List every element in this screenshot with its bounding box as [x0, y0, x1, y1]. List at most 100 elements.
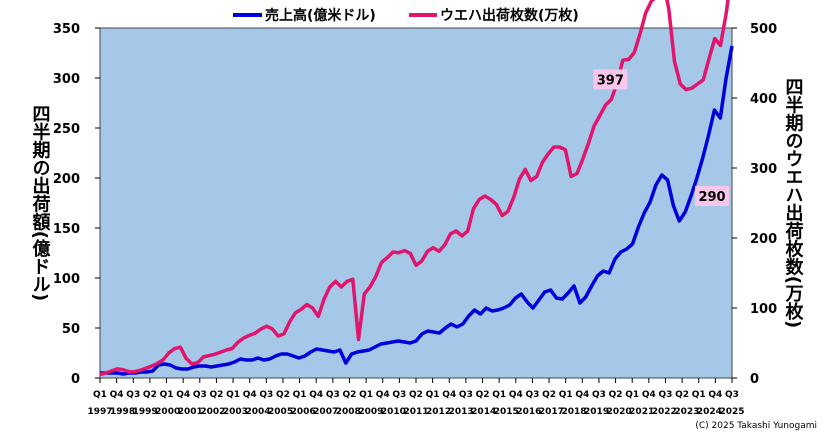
left-tick-label: 0: [71, 372, 80, 387]
quarter-tick-label: Q3: [193, 390, 207, 400]
year-tick-label: 2014: [471, 407, 496, 417]
year-tick-label: 2008: [336, 407, 361, 417]
left-tick-label: 50: [62, 322, 80, 337]
quarter-tick-label: Q1: [559, 390, 573, 400]
right-axis-ticks: 0 100 200 300 400 500: [732, 22, 777, 387]
right-tick-label: 100: [750, 302, 777, 317]
year-tick-label: 2011: [403, 407, 428, 417]
quarter-tick-label: Q1: [93, 390, 107, 400]
year-tick-label: 2019: [584, 407, 609, 417]
quarter-tick-label: Q2: [609, 390, 623, 400]
left-tick-label: 150: [53, 222, 80, 237]
left-axis-ticks: 0 50 100 150 200 250 300 350: [53, 22, 100, 387]
quarter-tick-label: Q3: [259, 390, 273, 400]
annotations: 397409290: [593, 69, 730, 206]
right-tick-label: 0: [750, 372, 759, 387]
year-tick-label: 2009: [358, 407, 383, 417]
legend-label-revenue: 売上高(億米ドル): [265, 7, 376, 24]
year-tick-label: 2025: [719, 407, 744, 417]
year-tick-label: 2010: [381, 407, 406, 417]
quarter-tick-label: Q2: [542, 390, 556, 400]
quarter-tick-label: Q4: [110, 390, 124, 400]
quarter-tick-label: Q4: [176, 390, 190, 400]
year-tick-label: 2005: [268, 407, 293, 417]
quarter-tick-label: Q3: [326, 390, 340, 400]
x-axis-ticks: Q1 Q4 Q3 Q2 Q1 Q4 Q3 Q2 Q1 Q4 Q3 Q2 Q1 Q4 Q3 Q2 Q1 Q4 Q3 Q2…: [87, 378, 745, 417]
year-tick-label: 2015: [494, 407, 519, 417]
year-tick-label: 2006: [291, 407, 316, 417]
left-tick-label: 100: [53, 272, 80, 287]
quarter-tick-label: Q3: [459, 390, 473, 400]
quarter-tick-label: Q2: [675, 390, 689, 400]
right-tick-label: 300: [750, 162, 777, 177]
quarter-tick-label: Q1: [359, 390, 373, 400]
quarter-tick-label: Q3: [525, 390, 539, 400]
year-tick-label: 2021: [629, 407, 654, 417]
quarter-tick-label: Q1: [293, 390, 307, 400]
data-label: 397: [597, 73, 624, 88]
data-label-box: [593, 69, 628, 90]
left-axis-title: 四半期の出荷額(億ドル): [30, 105, 52, 301]
year-tick-label: 2020: [607, 407, 632, 417]
right-tick-label: 200: [750, 232, 777, 247]
quarter-tick-label: Q4: [309, 390, 323, 400]
quarter-tick-label: Q3: [592, 390, 606, 400]
year-tick-label: 2024: [697, 407, 722, 417]
right-axis-title: 四半期のウエハ出荷枚数(万枚): [783, 78, 805, 328]
year-tick-label: 1997: [87, 407, 112, 417]
quarter-tick-label: Q4: [243, 390, 257, 400]
series-layer: [99, 0, 734, 377]
legend-label-wafer: ウエハ出荷枚数(万枚): [440, 7, 579, 24]
year-tick-label: 2004: [245, 407, 270, 417]
left-tick-label: 300: [53, 72, 80, 87]
quarter-tick-label: Q2: [476, 390, 490, 400]
year-tick-label: 2001: [178, 407, 203, 417]
quarter-tick-label: Q1: [160, 390, 174, 400]
quarter-tick-label: Q3: [392, 390, 406, 400]
data-label-box: [695, 186, 730, 206]
year-tick-label: 2003: [223, 407, 248, 417]
quarter-tick-label: Q2: [209, 390, 223, 400]
quarter-tick-label: Q1: [625, 390, 639, 400]
quarter-tick-label: Q1: [426, 390, 440, 400]
quarter-tick-label: Q2: [276, 390, 290, 400]
quarter-tick-label: Q4: [642, 390, 656, 400]
year-tick-label: 2002: [200, 407, 225, 417]
year-tick-label: 2018: [561, 407, 586, 417]
quarter-tick-label: Q4: [442, 390, 456, 400]
left-tick-label: 200: [53, 172, 80, 187]
quarter-tick-label: Q2: [143, 390, 157, 400]
year-tick-label: 2013: [449, 407, 474, 417]
plot-background: [99, 27, 733, 379]
year-tick-label: 2023: [674, 407, 699, 417]
series-line-0: [100, 45, 734, 376]
quarter-tick-label: Q4: [708, 390, 722, 400]
left-tick-label: 250: [53, 122, 80, 137]
quarter-tick-label: Q4: [575, 390, 589, 400]
quarter-tick-label: Q1: [226, 390, 240, 400]
quarter-tick-label: Q3: [725, 390, 739, 400]
series-line-1: [99, 0, 730, 377]
quarter-tick-label: Q4: [509, 390, 523, 400]
right-tick-label: 400: [750, 92, 777, 107]
year-tick-label: 1999: [133, 407, 158, 417]
quarter-tick-label: Q2: [409, 390, 423, 400]
year-tick-label: 2007: [313, 407, 338, 417]
credit-text: (C) 2025 Takashi Yunogami: [695, 421, 817, 431]
year-tick-label: 2022: [652, 407, 677, 417]
quarter-tick-label: Q3: [659, 390, 673, 400]
year-tick-label: 2000: [155, 407, 180, 417]
quarter-tick-label: Q1: [492, 390, 506, 400]
left-tick-label: 350: [53, 22, 80, 37]
data-label: 290: [698, 190, 725, 205]
quarter-tick-label: Q1: [692, 390, 706, 400]
right-tick-label: 500: [750, 22, 777, 37]
year-tick-label: 1998: [110, 407, 135, 417]
year-tick-label: 2012: [426, 407, 451, 417]
quarter-tick-label: Q4: [376, 390, 390, 400]
quarter-tick-label: Q3: [126, 390, 140, 400]
year-tick-label: 2016: [516, 407, 541, 417]
quarter-tick-label: Q2: [343, 390, 357, 400]
year-tick-label: 2017: [539, 407, 564, 417]
